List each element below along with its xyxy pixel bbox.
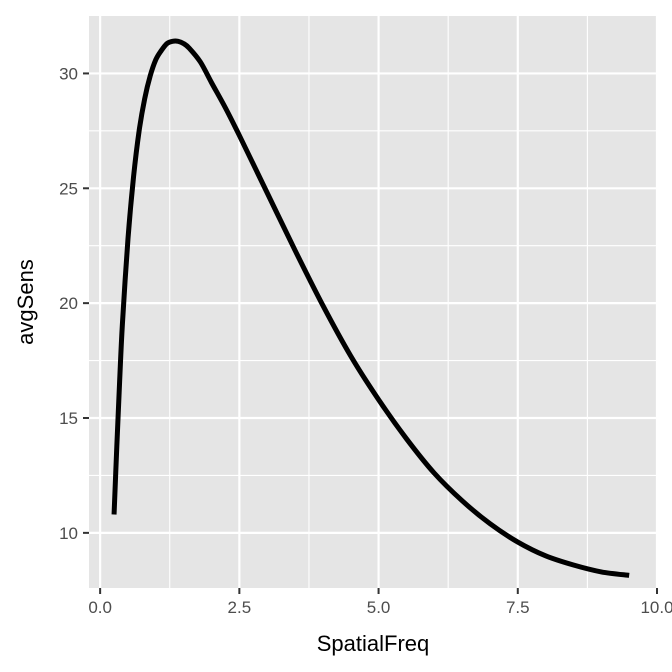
y-tick-label: 30 [59,64,78,83]
x-tick-label: 5.0 [367,598,391,617]
x-tick-label: 2.5 [228,598,252,617]
y-tick-label: 20 [59,294,78,313]
y-tick-label: 10 [59,524,78,543]
y-tick-label: 15 [59,409,78,428]
y-tick-label: 25 [59,179,78,198]
x-tick-label: 0.0 [88,598,112,617]
x-axis: 0.0 2.5 5.0 7.5 10.0 [88,588,672,617]
x-tick-label: 10.0 [640,598,672,617]
y-axis-title: avgSens [13,259,38,345]
minor-gridlines [89,16,657,588]
x-axis-title: SpatialFreq [317,631,430,656]
major-gridlines [89,16,659,588]
y-axis: 10 15 20 25 30 [59,64,89,543]
plot-panel [89,16,657,588]
x-tick-label: 7.5 [506,598,530,617]
series-line-avgsens [111,38,630,578]
